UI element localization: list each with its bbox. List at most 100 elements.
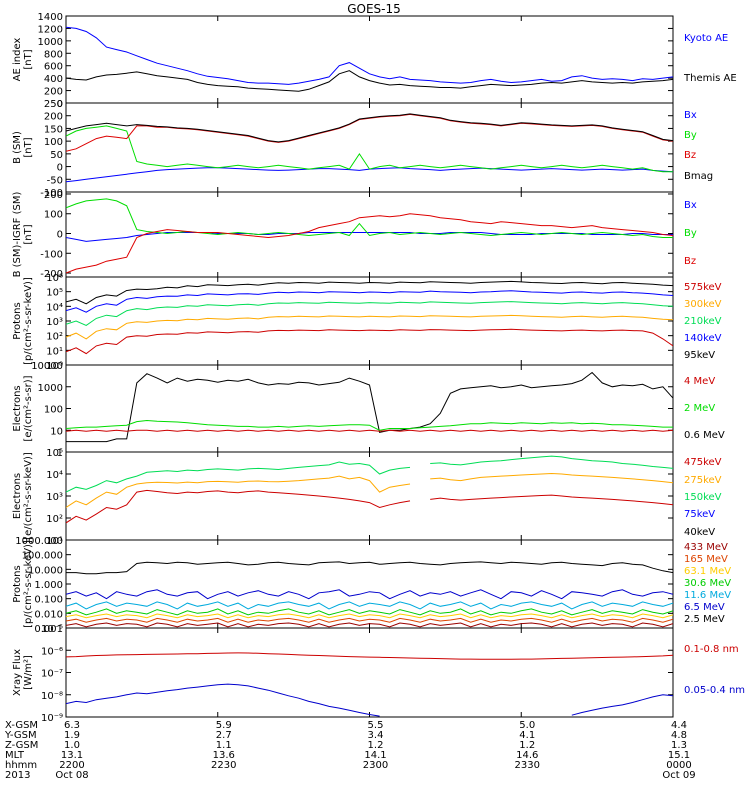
y-tick-label: 10⁻⁶: [41, 646, 63, 657]
x-tick-label: 13.1: [61, 750, 83, 761]
y-tick-label: 150: [44, 124, 63, 135]
panel-7: 0.001 0.010 0.100 1.000 10.000 100.000 1000.00…: [12, 536, 731, 635]
y-tick-label: 10⁻⁸: [41, 691, 63, 702]
y-tick-label: 10⁻⁷: [41, 669, 63, 680]
y-tick-label: 10⁻⁵: [41, 624, 63, 635]
y-axis-label: [e/(cm²-s-sr)]: [23, 375, 34, 441]
panel-frame: [65, 102, 674, 193]
y-tick-label: -100: [40, 188, 63, 199]
y-axis-label: Electrons: [12, 385, 23, 431]
series-line-by: [66, 125, 673, 173]
x-tick-label: 1.0: [64, 740, 80, 751]
y-tick-label: 10⁴: [46, 302, 63, 313]
x-row-label: MLT: [5, 750, 25, 761]
legend-label: 40keV: [684, 527, 715, 538]
series-line-95kev: [66, 280, 673, 305]
y-tick-label: 10: [50, 426, 63, 437]
legend-label: 433 MeV: [684, 542, 728, 553]
series-line-0-6-mev: [66, 371, 673, 443]
x-row-label: hhmm: [5, 760, 37, 771]
x-tick-label: 4.8: [671, 730, 687, 741]
chart-title: GOES-15: [347, 2, 401, 16]
y-tick-label: 0.100: [34, 595, 63, 606]
y-tick-label: 1000: [38, 383, 63, 394]
series-line-433-mev: [66, 622, 673, 628]
y-tick-label: 10⁶: [46, 273, 63, 284]
y-axis-label: [p/(cm²-s-sr-keV)]: [23, 277, 34, 365]
y-tick-label: -200: [40, 269, 63, 280]
x-tick-label: 2200: [59, 760, 84, 771]
series-line-by: [66, 198, 673, 238]
y-tick-label: 1: [57, 448, 63, 459]
legend-label: 75keV: [684, 509, 715, 520]
y-tick-label: 10⁵: [46, 448, 63, 459]
legend-label: 30.6 MeV: [684, 578, 731, 589]
panel-frame: [65, 15, 674, 104]
y-tick-label: 10⁻⁹: [41, 713, 63, 724]
series-line-6-5-mev: [66, 589, 673, 600]
y-tick-label: -100: [40, 249, 63, 260]
y-axis-label: B (SM)-IGRF (SM): [12, 192, 23, 278]
x-tick-label: 1.1: [216, 740, 232, 751]
legend-label: Themis AE: [683, 73, 737, 84]
x-tick-label: 4.4: [671, 720, 687, 731]
legend-label: 0.1-0.8 nm: [684, 644, 739, 655]
y-tick-label: 1000.000: [15, 536, 63, 547]
series-line-63-1-mev: [66, 613, 673, 619]
y-tick-label: 200: [44, 112, 63, 123]
x-tick-label: 2.7: [216, 730, 232, 741]
x-tick-label: 13.6: [213, 750, 235, 761]
series-line-2-mev: [66, 419, 673, 431]
legend-label: Bx: [684, 110, 697, 121]
x-tick-label: 1.3: [671, 740, 687, 751]
y-axis-label: [W/m²]: [23, 655, 34, 690]
series-line-165-mev: [66, 617, 673, 623]
legend-label: 2.5 MeV: [684, 614, 725, 625]
y-tick-label: 1200: [38, 24, 63, 35]
legend-label: 275keV: [684, 475, 722, 486]
series-line-275kev: [66, 472, 673, 508]
panel-frame: [65, 627, 674, 718]
series-line-0-1-0-8-nm: [66, 652, 673, 660]
y-tick-label: 100: [44, 137, 63, 148]
legend-label: 63.1 MeV: [684, 566, 731, 577]
x-tick-label: 2330: [515, 760, 540, 771]
legend-label: 210keV: [684, 316, 722, 327]
x-tick-label: 14.6: [516, 750, 538, 761]
legend-label: 575keV: [684, 282, 722, 293]
y-axis-label: [nT]: [23, 137, 34, 157]
y-axis-label: AE index: [12, 38, 23, 82]
series-line-2-5-mev: [66, 561, 673, 575]
legend-label: 95keV: [684, 350, 715, 361]
panel-5: 1 10 100 1000 10000 Electrons [e/(cm²-s-sr)] 4 …: [12, 361, 725, 459]
legend-label: Bz: [684, 150, 696, 161]
x-tick-label: 1.2: [368, 740, 384, 751]
series-line-0-05-0-4-nm: [66, 683, 673, 717]
series-line-bz: [66, 113, 673, 152]
panel-6: 10¹ 10² 10³ 10⁴ 10⁵ Electrons [e/(cm²-s-sr-keV…: [12, 448, 722, 547]
y-axis-label: Electrons: [12, 473, 23, 519]
y-tick-label: 1400: [38, 12, 63, 23]
legend-label: 0.6 MeV: [684, 430, 725, 441]
x-row-label: Y-GSM: [4, 730, 37, 741]
series-line-bx: [66, 167, 673, 183]
x-row-label: X-GSM: [5, 720, 38, 731]
series-line-bz: [66, 213, 673, 274]
x-row-label: 2013: [5, 770, 30, 781]
series-line-themis-ae: [66, 70, 673, 92]
y-tick-label: 10²: [46, 332, 63, 343]
legend-label: 11.6 MeV: [684, 590, 731, 601]
legend-label: Bx: [684, 200, 697, 211]
x-row-label: Z-GSM: [5, 740, 38, 751]
y-axis-label: Protons: [12, 302, 23, 339]
series-line-475kev: [66, 489, 673, 524]
legend-label: 4 MeV: [684, 376, 715, 387]
x-tick-label: 3.4: [368, 730, 384, 741]
y-axis-label: [e/(cm²-s-sr-keV)]: [23, 452, 34, 540]
y-tick-label: 10³: [46, 492, 63, 503]
series-line-4-mev: [66, 429, 673, 432]
y-tick-label: 10.000: [28, 565, 63, 576]
y-axis-label: Xray Flux: [12, 649, 23, 696]
series-line-300kev: [66, 314, 673, 340]
